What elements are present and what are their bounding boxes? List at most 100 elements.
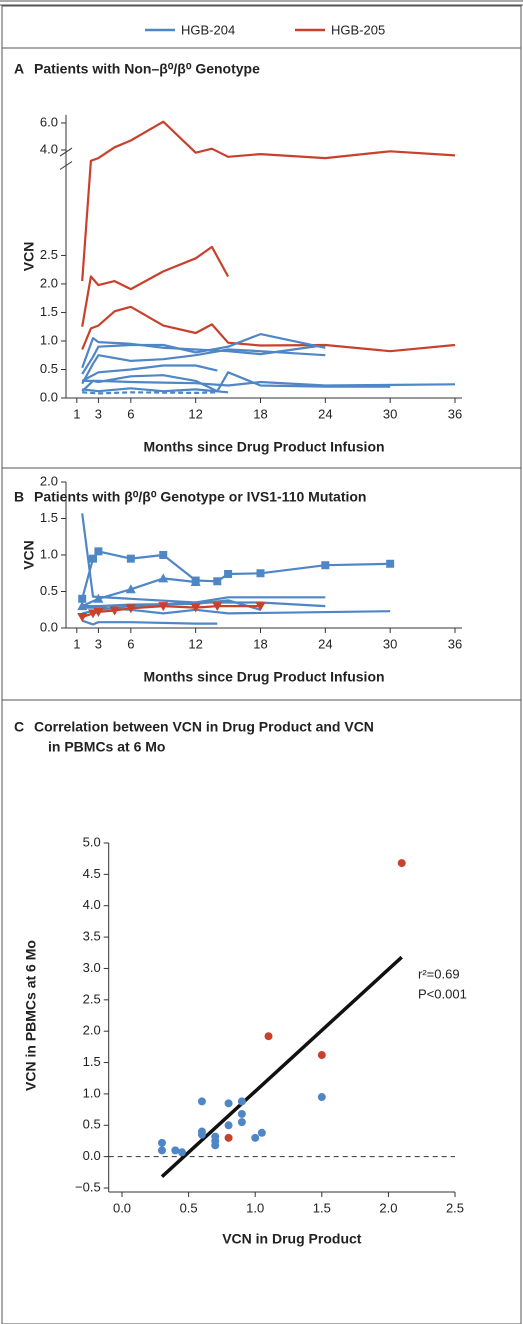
series-line bbox=[82, 379, 456, 387]
scatter-point bbox=[257, 1128, 266, 1137]
marker bbox=[256, 569, 265, 578]
y-tick-label: 2.5 bbox=[40, 247, 58, 262]
x-tick-label: 2.0 bbox=[379, 1200, 397, 1215]
series-line bbox=[82, 391, 218, 395]
x-axis-label: VCN in Drug Product bbox=[222, 1231, 362, 1247]
x-tick-label: 30 bbox=[383, 406, 397, 421]
marker bbox=[77, 613, 88, 623]
y-tick-label: 1.5 bbox=[40, 510, 58, 525]
frame bbox=[1, 5, 522, 1324]
scatter-point bbox=[224, 1099, 233, 1108]
x-tick-label: 3 bbox=[95, 406, 102, 421]
y-tick-label: 4.5 bbox=[83, 866, 101, 881]
x-tick-label: 36 bbox=[448, 406, 462, 421]
y-tick-label: 5.0 bbox=[83, 834, 101, 849]
y-tick-label: 6.0 bbox=[40, 114, 58, 129]
y-tick-label: 1.0 bbox=[83, 1085, 101, 1100]
marker bbox=[255, 602, 266, 612]
y-tick-label: 3.0 bbox=[83, 960, 101, 975]
y-tick-label: 2.0 bbox=[40, 275, 58, 290]
y-tick-label: 2.5 bbox=[83, 991, 101, 1006]
scatter-point bbox=[317, 1051, 326, 1060]
x-tick-label: 6 bbox=[127, 406, 134, 421]
marker bbox=[190, 603, 201, 613]
y-tick-label: 0.5 bbox=[83, 1117, 101, 1132]
x-tick-label: 2.5 bbox=[446, 1200, 464, 1215]
series-line bbox=[82, 387, 229, 394]
marker bbox=[190, 577, 201, 587]
scatter-point bbox=[251, 1133, 260, 1142]
y-tick-label: 3.5 bbox=[83, 929, 101, 944]
marker bbox=[126, 554, 135, 563]
panel-label: C bbox=[14, 719, 24, 735]
series-line bbox=[81, 337, 326, 369]
x-tick-label: 1 bbox=[73, 636, 80, 651]
marker bbox=[93, 607, 104, 617]
annotation: r²=0.69 bbox=[418, 966, 460, 981]
scatter-point bbox=[237, 1109, 246, 1118]
scatter-point bbox=[264, 1032, 273, 1041]
annotation: P<0.001 bbox=[418, 986, 467, 1001]
marker bbox=[159, 551, 168, 559]
scatter-point bbox=[211, 1141, 220, 1150]
panel-label: B bbox=[14, 489, 24, 505]
x-tick-label: 1 bbox=[73, 406, 80, 421]
marker bbox=[109, 606, 120, 616]
panel-title: in PBMCs at 6 Mo bbox=[48, 739, 165, 755]
series-line bbox=[81, 348, 326, 385]
axis-break bbox=[59, 161, 73, 170]
y-tick-label: 2.0 bbox=[40, 473, 58, 488]
y-tick-label: 0.5 bbox=[40, 583, 58, 598]
x-tick-label: 6 bbox=[127, 636, 134, 651]
x-tick-label: 0.5 bbox=[180, 1200, 198, 1215]
panel-title: Patients with β⁰/β⁰ Genotype or IVS1-110… bbox=[34, 489, 366, 505]
x-tick-label: 12 bbox=[188, 406, 202, 421]
marker bbox=[125, 584, 136, 594]
y-tick-label: 0.5 bbox=[40, 361, 58, 376]
y-tick-label: −0.5 bbox=[75, 1179, 101, 1194]
scatter-point bbox=[224, 1133, 233, 1142]
series-line bbox=[81, 333, 326, 375]
scatter-point bbox=[171, 1146, 180, 1155]
series-line bbox=[82, 606, 391, 615]
marker bbox=[321, 561, 330, 570]
axis-break bbox=[59, 147, 73, 157]
marker bbox=[213, 577, 222, 586]
x-tick-label: 12 bbox=[188, 636, 202, 651]
x-axis-label: Months since Drug Product Infusion bbox=[143, 439, 384, 455]
x-tick-label: 18 bbox=[253, 636, 267, 651]
fit-line bbox=[160, 955, 403, 1178]
series-line bbox=[81, 120, 456, 282]
x-tick-label: 3 bbox=[95, 636, 102, 651]
panel-title: Patients with Non–β⁰/β⁰ Genotype bbox=[34, 61, 260, 77]
marker bbox=[94, 547, 103, 556]
y-axis-label: VCN bbox=[21, 242, 37, 272]
x-tick-label: 24 bbox=[318, 636, 332, 651]
series-line bbox=[81, 245, 230, 327]
scatter-point bbox=[397, 859, 406, 868]
marker bbox=[89, 554, 98, 563]
marker bbox=[212, 602, 223, 612]
y-tick-label: 0.0 bbox=[40, 389, 58, 404]
scatter-point bbox=[197, 1097, 206, 1106]
panel-title: Correlation between VCN in Drug Product … bbox=[34, 719, 374, 735]
scatter-point bbox=[177, 1148, 186, 1157]
legend-label: HGB-204 bbox=[181, 22, 235, 37]
y-tick-label: 4.0 bbox=[83, 897, 101, 912]
x-tick-label: 0.0 bbox=[113, 1200, 131, 1215]
marker bbox=[386, 559, 395, 568]
series-line bbox=[81, 305, 456, 353]
scatter-point bbox=[197, 1130, 206, 1139]
y-axis-label: VCN in PBMCs at 6 Mo bbox=[23, 940, 39, 1091]
y-tick-label: 4.0 bbox=[40, 141, 58, 156]
series-line bbox=[81, 513, 326, 604]
scatter-point bbox=[157, 1138, 166, 1147]
x-tick-label: 24 bbox=[318, 406, 332, 421]
panel-label: A bbox=[14, 61, 24, 77]
y-tick-label: 0.0 bbox=[83, 1148, 101, 1163]
marker bbox=[158, 573, 169, 583]
x-axis-label: Months since Drug Product Infusion bbox=[143, 669, 384, 685]
x-tick-label: 36 bbox=[448, 636, 462, 651]
scatter-point bbox=[317, 1093, 326, 1102]
